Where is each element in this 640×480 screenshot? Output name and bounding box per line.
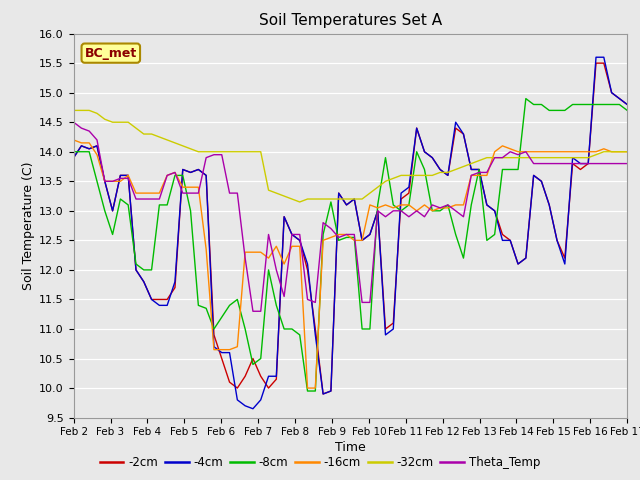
Title: Soil Temperatures Set A: Soil Temperatures Set A: [259, 13, 442, 28]
Legend: -2cm, -4cm, -8cm, -16cm, -32cm, Theta_Temp: -2cm, -4cm, -8cm, -16cm, -32cm, Theta_Te…: [95, 452, 545, 474]
X-axis label: Time: Time: [335, 442, 366, 455]
Y-axis label: Soil Temperature (C): Soil Temperature (C): [22, 161, 35, 290]
Text: BC_met: BC_met: [84, 47, 137, 60]
